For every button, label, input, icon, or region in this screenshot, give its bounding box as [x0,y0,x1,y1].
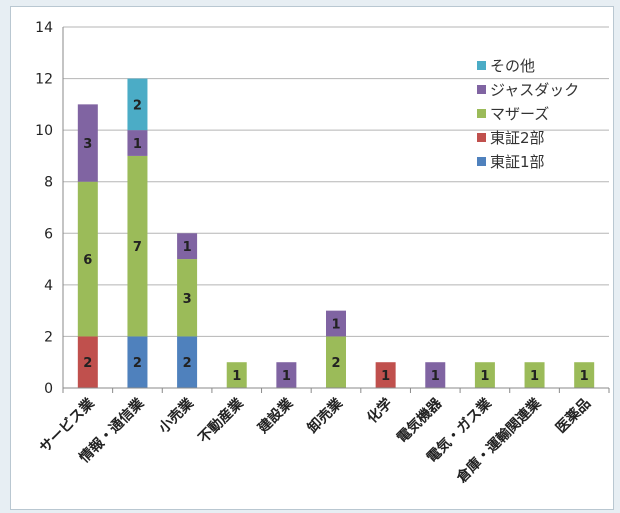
data-label: 2 [133,98,142,113]
data-label: 1 [133,137,142,152]
bar-segment [474,362,495,388]
data-label: 1 [183,240,192,255]
data-label: 1 [381,369,390,384]
x-tick-label: 電気機器 [393,394,445,446]
y-tick-label: 2 [44,329,53,345]
legend-label: ジャスダック [490,81,579,99]
data-label: 1 [331,318,340,333]
data-label: 2 [331,356,340,371]
bar-segment [524,362,545,388]
legend-swatch [477,109,486,118]
legend-label: その他 [490,57,535,75]
bar-segment [127,155,148,337]
data-label: 2 [133,356,142,371]
x-tick-label: 倉庫・運輸関連業 [452,394,545,487]
y-tick-label: 10 [35,123,53,139]
y-tick-label: 14 [35,20,53,36]
bar-segment [127,336,148,388]
bar-segment [127,78,148,131]
bar-segment [177,233,198,260]
legend-label: マザーズ [490,105,549,123]
data-label: 1 [232,369,241,384]
y-tick-label: 6 [44,226,53,242]
x-tick-label: 小売業 [155,394,197,436]
data-label: 2 [83,356,92,371]
data-label: 7 [133,240,142,255]
data-label: 1 [431,369,440,384]
bar-segment [77,336,98,388]
bar-segment [226,362,247,388]
y-tick-label: 8 [44,175,53,191]
x-tick-label: 医薬品 [552,395,594,437]
y-tick-label: 12 [35,72,53,88]
legend-swatch [477,133,486,142]
bar-segment [77,104,98,182]
y-axis: 0 2 4 6 8 10 12 14 [35,20,64,397]
bar-segment [127,130,148,156]
gridlines [63,26,609,389]
data-label: 6 [83,253,92,268]
data-label: 1 [282,369,291,384]
legend-swatch [477,157,486,166]
bar-segment [326,310,346,337]
y-tick-label: 4 [44,278,53,294]
bar-segment [326,336,346,388]
bar-segment [177,336,198,388]
data-label: 2 [183,356,192,371]
bar-segment [276,362,297,388]
bar-segment [375,362,396,388]
legend-swatch [477,61,486,70]
x-tick-label: 建設業 [254,394,296,436]
bar-segment [77,181,98,337]
x-tick-label: 化学 [364,395,396,427]
bar-segment [574,362,595,388]
data-label: 1 [580,369,589,384]
data-label: 3 [83,137,92,152]
legend-label: 東証2部 [490,129,545,147]
legend-swatch [477,85,486,94]
x-tick-label: 卸売業 [304,394,346,436]
data-label: 1 [480,369,489,384]
bar-segment [425,362,446,388]
data-label: 3 [183,292,192,307]
legend-label: 東証1部 [490,153,545,171]
data-label: 1 [530,369,539,384]
y-tick-label: 0 [44,381,53,397]
x-tick-label: 不動産業 [195,394,247,446]
bar-segment [177,259,198,337]
